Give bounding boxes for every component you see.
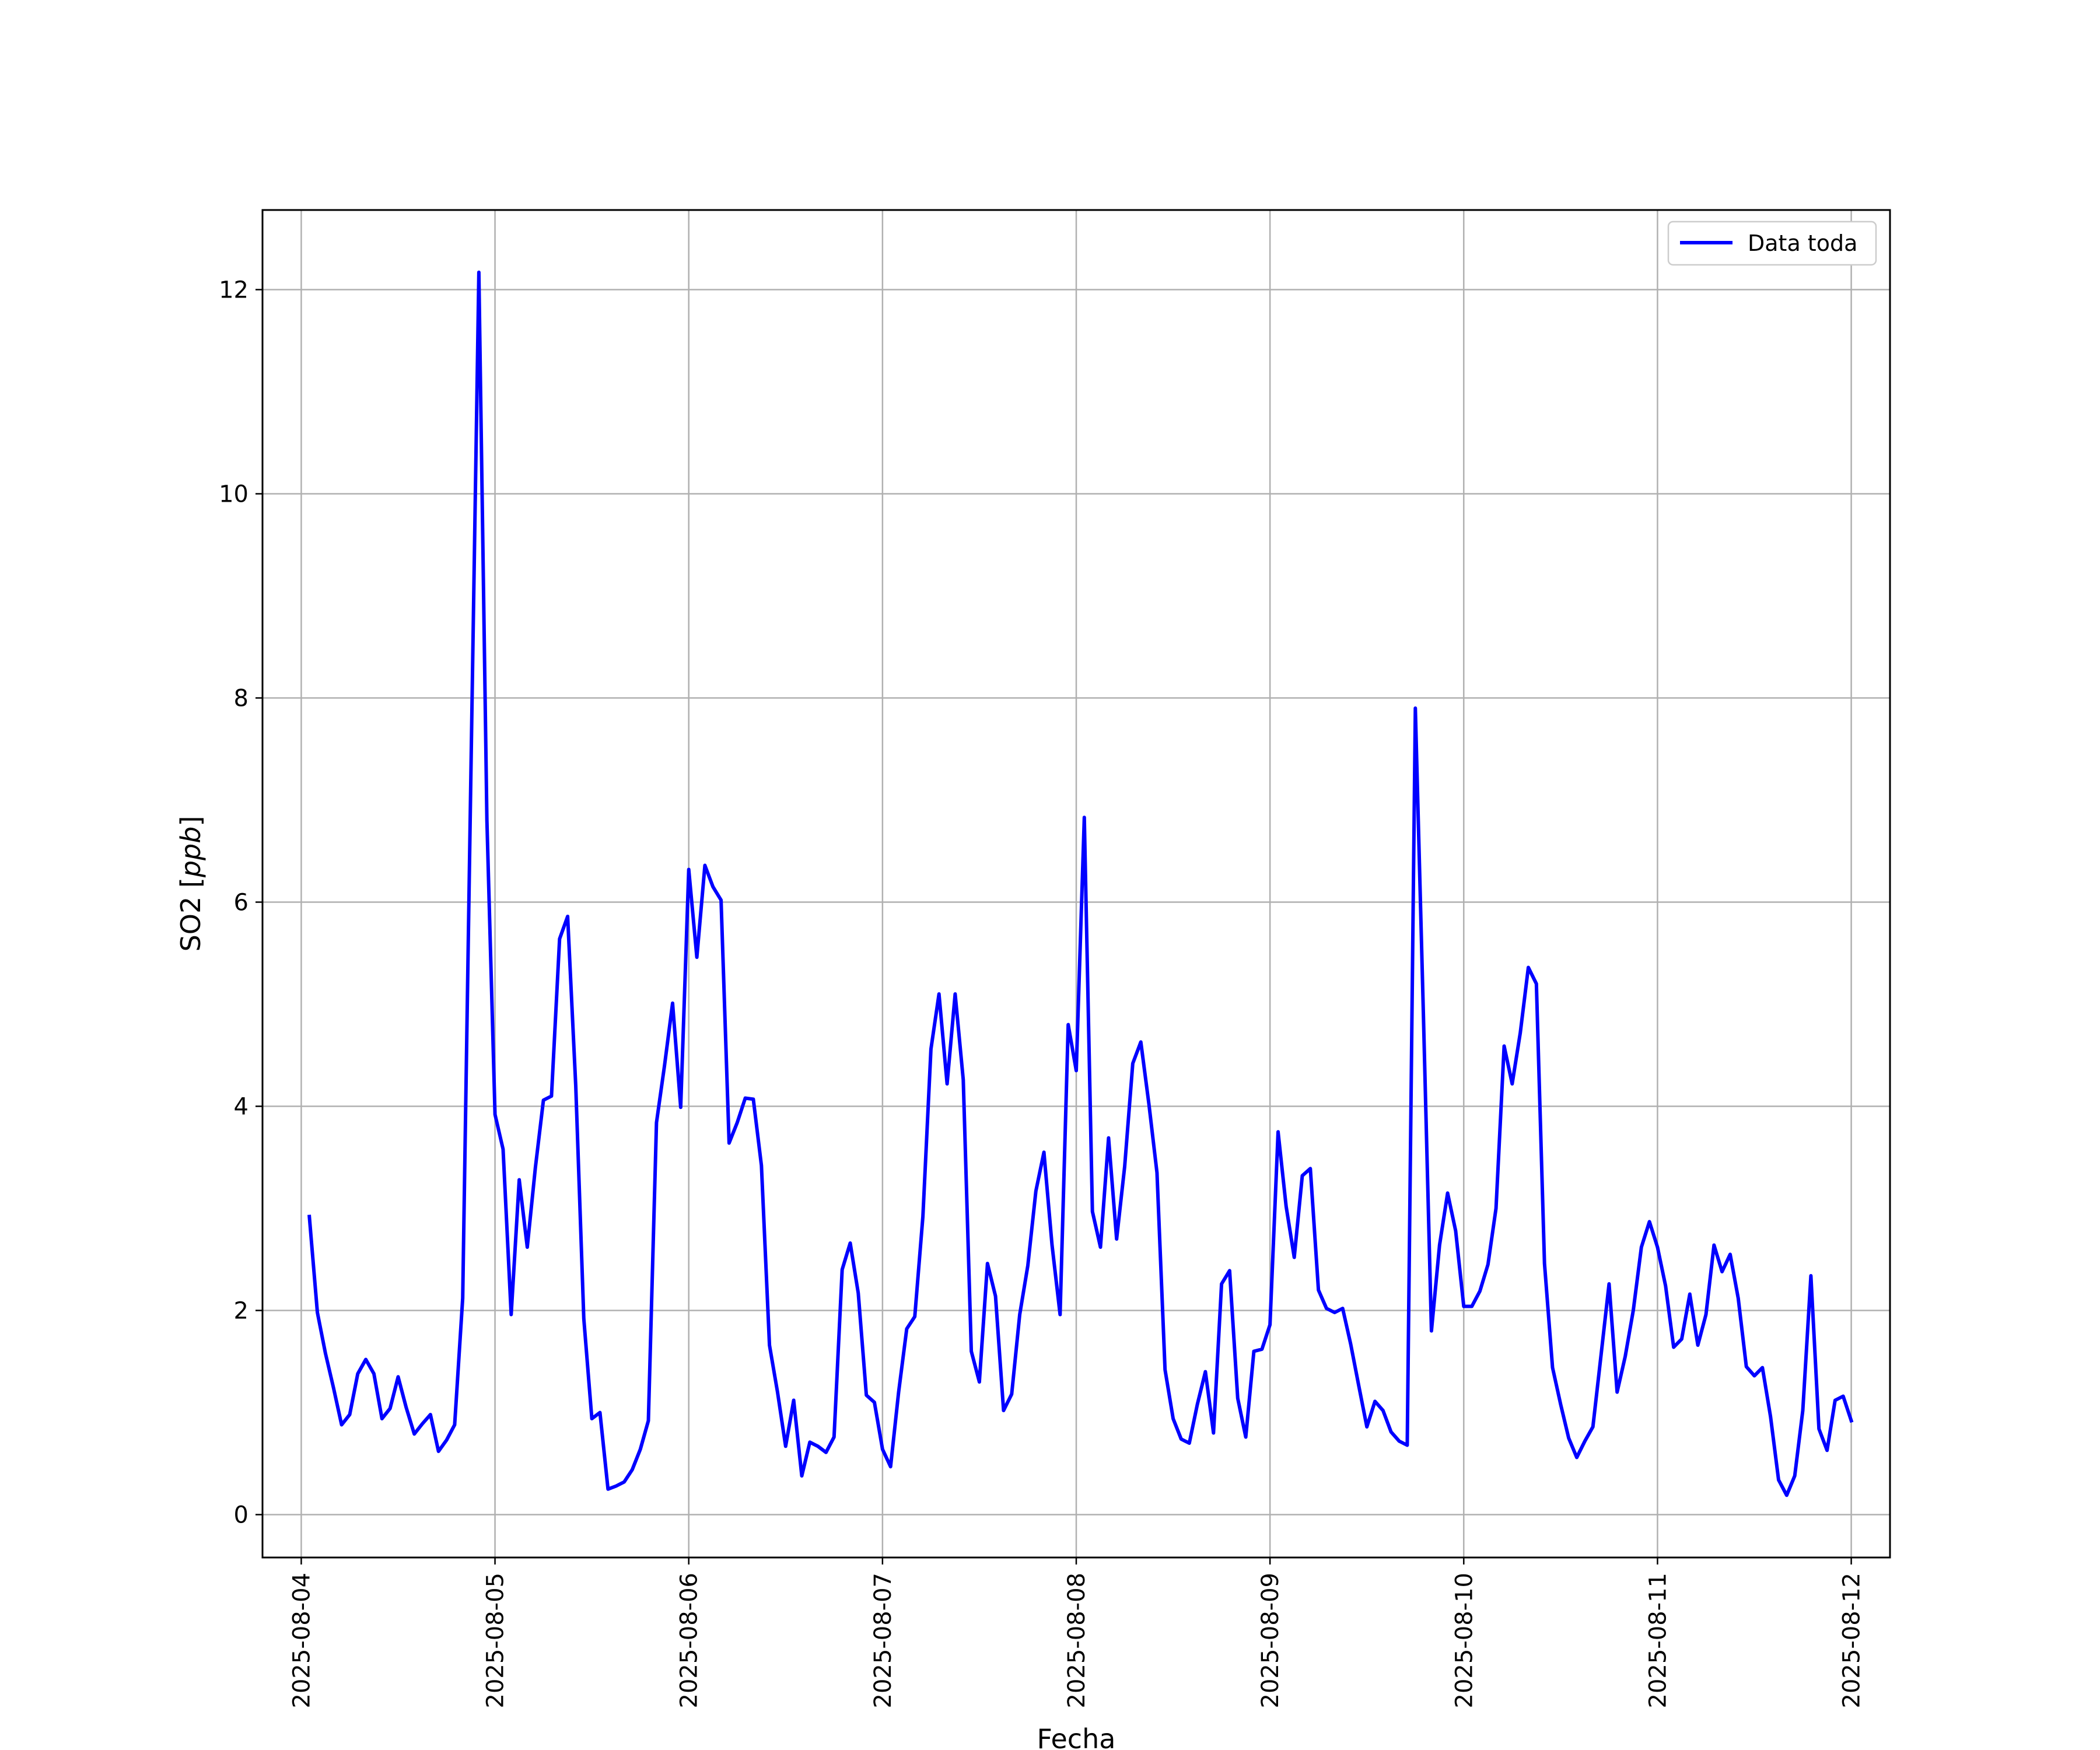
x-tick-label: 2025-08-06 xyxy=(676,1573,703,1708)
y-axis-label: SO2 [ppb] xyxy=(175,816,206,952)
x-tick-label: 2025-08-09 xyxy=(1257,1573,1284,1708)
ticks: 2025-08-04 2025-08-05 2025-08-06 2025-08-07… xyxy=(219,277,1865,1709)
y-axis-label-unit: ppb xyxy=(175,827,206,878)
series-layer xyxy=(307,270,1854,1497)
legend-frame xyxy=(1667,220,1877,266)
x-tick-label: 2025-08-08 xyxy=(1063,1573,1090,1708)
y-tick-label: 12 xyxy=(219,277,249,304)
x-tick-label: 2025-08-11 xyxy=(1644,1573,1671,1708)
y-axis-label-close: ] xyxy=(175,816,206,827)
series-line-0 xyxy=(307,270,1854,1497)
grid xyxy=(262,210,1890,1558)
x-tick-label: 2025-08-05 xyxy=(482,1573,509,1708)
legend: Data toda xyxy=(1667,220,1877,266)
y-tick-label: 6 xyxy=(234,890,249,916)
y-tick-label: 2 xyxy=(234,1298,249,1325)
x-tick-label: 2025-08-10 xyxy=(1451,1573,1478,1708)
y-tick-label: 8 xyxy=(234,685,249,712)
x-tick-label: 2025-08-12 xyxy=(1839,1573,1866,1708)
y-axis-label-text: SO2 [ xyxy=(175,877,206,951)
y-tick-label: 0 xyxy=(234,1502,249,1529)
y-tick-label: 10 xyxy=(219,481,249,508)
y-tick-label: 4 xyxy=(234,1094,249,1121)
legend-label: Data toda xyxy=(1748,230,1857,256)
x-tick-label: 2025-08-07 xyxy=(870,1573,897,1708)
x-axis-label: Fecha xyxy=(1037,1723,1116,1750)
x-tick-label: 2025-08-04 xyxy=(288,1573,315,1708)
